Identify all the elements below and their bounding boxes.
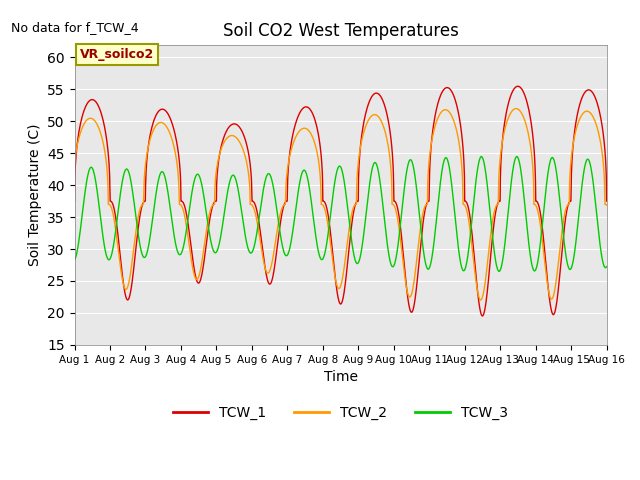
TCW_1 [330,256,337,262]
TCW_2 [330,262,337,268]
TCW_3 [490,242,497,248]
TCW_2 [603,202,611,208]
TCW_2 [316,162,323,168]
TCW_2 [512,106,520,111]
TCW_1 [70,198,78,204]
TCW_1 [514,84,522,89]
Legend: TCW_1, TCW_2, TCW_3: TCW_1, TCW_2, TCW_3 [168,400,513,425]
TCW_3 [588,169,595,175]
Text: VR_soilco2: VR_soilco2 [80,48,154,61]
Line: TCW_1: TCW_1 [74,86,607,316]
TCW_1 [316,136,323,142]
Line: TCW_2: TCW_2 [74,108,607,300]
TCW_3 [70,257,78,263]
Y-axis label: Soil Temperature (C): Soil Temperature (C) [28,123,42,266]
X-axis label: Time: Time [324,370,358,384]
TCW_2 [70,160,78,166]
TCW_3 [588,168,595,173]
TCW_3 [98,224,106,230]
Line: TCW_3: TCW_3 [74,156,607,271]
TCW_1 [603,198,611,204]
TCW_2 [490,211,497,217]
Text: No data for f_TCW_4: No data for f_TCW_4 [11,21,138,34]
TCW_1 [490,223,497,228]
TCW_1 [588,89,595,95]
TCW_3 [495,268,503,274]
TCW_2 [98,134,106,140]
TCW_3 [330,190,337,196]
TCW_2 [477,297,484,303]
TCW_3 [513,154,521,159]
TCW_1 [479,313,486,319]
TCW_1 [98,112,106,118]
TCW_3 [316,252,323,257]
TCW_2 [588,111,595,117]
TCW_1 [588,88,595,94]
TCW_2 [588,112,595,118]
TCW_3 [603,264,611,270]
Title: Soil CO2 West Temperatures: Soil CO2 West Temperatures [223,22,458,40]
